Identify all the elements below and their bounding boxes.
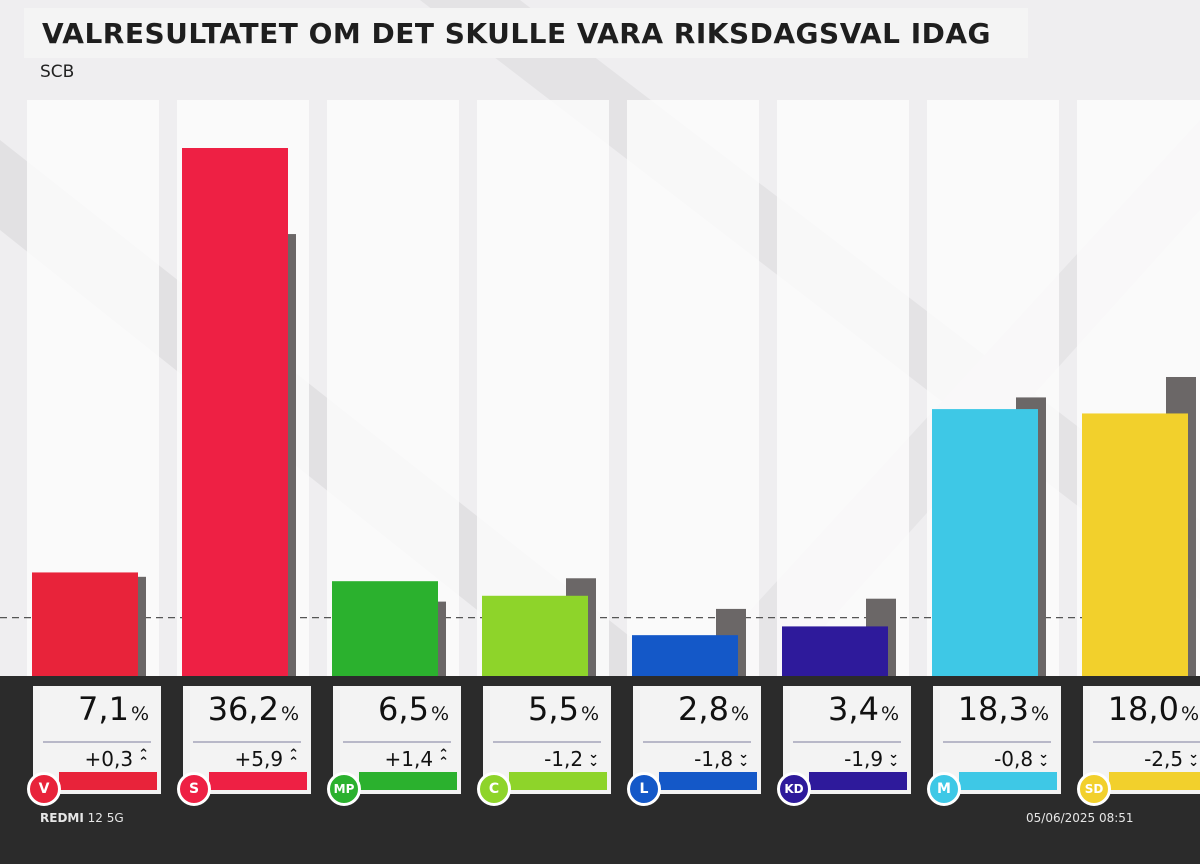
value-number: 5,5 — [528, 690, 579, 728]
percent-sign: % — [1030, 703, 1049, 725]
party-color-strip — [59, 772, 157, 790]
party-badge-l: L — [627, 772, 661, 806]
party-card-v: 7,1% +0,3 ⌃ ⌃ V — [27, 686, 161, 806]
party-badge-sd: SD — [1077, 772, 1111, 806]
chart-title: VALRESULTATET OM DET SKULLE VARA RIKSDAG… — [24, 8, 1028, 58]
percent-sign: % — [280, 703, 299, 725]
percent-sign: % — [730, 703, 749, 725]
value-label: 6,5% — [378, 690, 449, 738]
bar-current-mp — [332, 581, 438, 676]
change-value: -2,5 — [1144, 747, 1184, 771]
change-label: -1,8 ⌄ ⌄ — [694, 744, 749, 774]
party-card-c: 5,5% -1,2 ⌄ ⌄ C — [477, 686, 611, 806]
party-badge-kd: KD — [777, 772, 811, 806]
change-value: -0,8 — [994, 747, 1034, 771]
party-color-strip — [359, 772, 457, 790]
card-divider — [1093, 741, 1200, 743]
change-label: -1,2 ⌄ ⌄ — [544, 744, 599, 774]
change-value: -1,2 — [544, 747, 584, 771]
value-number: 18,0 — [1107, 690, 1179, 728]
party-badge-v: V — [27, 772, 61, 806]
bar-current-v — [32, 572, 138, 676]
value-label: 18,3% — [958, 690, 1049, 738]
value-number: 6,5 — [378, 690, 429, 728]
device-model: 12 5G — [87, 811, 124, 825]
party-card-kd: 3,4% -1,9 ⌄ ⌄ KD — [777, 686, 911, 806]
value-label: 18,0% — [1108, 690, 1199, 738]
change-value: -1,9 — [844, 747, 884, 771]
card-divider — [343, 741, 451, 743]
percent-sign: % — [430, 703, 449, 725]
double-chevron-up-icon: ⌃ ⌃ — [438, 747, 449, 770]
party-card-s: 36,2% +5,9 ⌃ ⌃ S — [177, 686, 311, 806]
bar-current-m — [932, 409, 1038, 676]
party-color-strip — [1109, 772, 1200, 790]
device-brand: REDMI — [40, 811, 84, 825]
change-label: +0,3 ⌃ ⌃ — [85, 744, 149, 774]
card-divider — [943, 741, 1051, 743]
party-card-l: 2,8% -1,8 ⌄ ⌄ L — [627, 686, 761, 806]
card-divider — [43, 741, 151, 743]
party-badge-mp: MP — [327, 772, 361, 806]
value-number: 18,3 — [957, 690, 1029, 728]
party-card-m: 18,3% -0,8 ⌄ ⌄ M — [927, 686, 1061, 806]
party-badge-c: C — [477, 772, 511, 806]
change-label: +1,4 ⌃ ⌃ — [385, 744, 449, 774]
column-background — [777, 100, 909, 676]
device-watermark: REDMI 12 5G — [40, 811, 124, 825]
change-value: +5,9 — [234, 747, 284, 771]
party-card-mp: 6,5% +1,4 ⌃ ⌃ MP — [327, 686, 461, 806]
source-label: SCB — [40, 62, 75, 82]
double-chevron-down-icon: ⌄ ⌄ — [738, 747, 749, 770]
change-label: +5,9 ⌃ ⌃ — [235, 744, 299, 774]
party-color-strip — [959, 772, 1057, 790]
double-chevron-down-icon: ⌄ ⌄ — [1188, 747, 1199, 770]
card-divider — [193, 741, 301, 743]
value-number: 3,4 — [828, 690, 879, 728]
double-chevron-down-icon: ⌄ ⌄ — [588, 747, 599, 770]
change-value: +1,4 — [384, 747, 434, 771]
party-card-sd: 18,0% -2,5 ⌄ ⌄ SD — [1077, 686, 1200, 806]
bar-current-s — [182, 148, 288, 676]
double-chevron-down-icon: ⌄ ⌄ — [1038, 747, 1049, 770]
value-label: 2,8% — [678, 690, 749, 738]
card-divider — [643, 741, 751, 743]
bar-current-kd — [782, 626, 888, 676]
double-chevron-up-icon: ⌃ ⌃ — [138, 747, 149, 770]
double-chevron-down-icon: ⌄ ⌄ — [888, 747, 899, 770]
value-number: 36,2 — [207, 690, 279, 728]
change-label: -1,9 ⌄ ⌄ — [844, 744, 899, 774]
party-badge-m: M — [927, 772, 961, 806]
party-color-strip — [809, 772, 907, 790]
party-color-strip — [659, 772, 757, 790]
party-color-strip — [509, 772, 607, 790]
percent-sign: % — [130, 703, 149, 725]
bar-current-l — [632, 635, 738, 676]
change-value: -1,8 — [694, 747, 734, 771]
change-label: -2,5 ⌄ ⌄ — [1144, 744, 1199, 774]
party-badge-s: S — [177, 772, 211, 806]
column-background — [627, 100, 759, 676]
double-chevron-up-icon: ⌃ ⌃ — [288, 747, 299, 770]
change-value: +0,3 — [84, 747, 134, 771]
percent-sign: % — [880, 703, 899, 725]
change-label: -0,8 ⌄ ⌄ — [994, 744, 1049, 774]
value-label: 5,5% — [528, 690, 599, 738]
value-label: 36,2% — [208, 690, 299, 738]
percent-sign: % — [580, 703, 599, 725]
bar-current-sd — [1082, 413, 1188, 676]
value-label: 3,4% — [828, 690, 899, 738]
column-background — [327, 100, 459, 676]
value-label: 7,1% — [78, 690, 149, 738]
percent-sign: % — [1180, 703, 1199, 725]
bar-current-c — [482, 595, 588, 676]
party-color-strip — [209, 772, 307, 790]
value-number: 7,1 — [78, 690, 129, 728]
photo-timestamp: 05/06/2025 08:51 — [1026, 811, 1134, 825]
card-divider — [793, 741, 901, 743]
card-divider — [493, 741, 601, 743]
value-number: 2,8 — [678, 690, 729, 728]
